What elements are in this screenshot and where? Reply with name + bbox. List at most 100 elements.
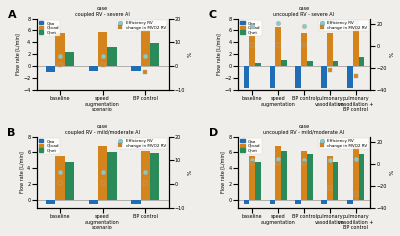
Text: B: B [8,128,16,138]
Point [57,170,63,174]
Bar [255,162,261,200]
Point [100,181,106,185]
Legend: Qao, Qtvad, Qnet: Qao, Qtvad, Qnet [38,20,60,36]
Bar [347,66,353,88]
Title: case
coupled RV - severe AI: case coupled RV - severe AI [75,6,130,17]
Bar [55,156,65,200]
Bar [46,66,55,72]
Point [275,43,281,47]
Bar [249,36,255,66]
Bar [333,61,338,66]
Point [275,157,281,160]
Bar [65,162,74,200]
Bar [327,156,333,200]
Bar [107,47,117,66]
Bar [131,200,140,204]
Bar [107,152,117,200]
Point [301,161,307,165]
Point [249,43,255,47]
Bar [353,27,359,66]
Point [57,181,63,185]
Bar [270,66,275,88]
Bar [275,146,281,200]
Point [249,161,255,165]
Point [352,193,359,196]
Point [275,161,281,165]
Point [301,158,307,162]
Point [301,43,307,47]
Point [352,20,359,24]
Y-axis label: %: % [188,169,193,175]
Point [352,157,359,161]
Point [301,24,307,28]
Text: D: D [209,128,218,138]
Point [142,70,148,74]
Point [249,158,255,162]
Y-axis label: Flow rate [L/min]: Flow rate [L/min] [217,33,222,75]
Y-axis label: %: % [188,51,193,57]
Bar [65,52,74,66]
Bar [296,200,301,204]
Bar [301,151,307,200]
Point [142,170,148,174]
Bar [327,33,333,66]
Bar [281,151,287,200]
Bar [244,200,249,204]
Legend: Qao, Qtvad, Qnet: Qao, Qtvad, Qnet [239,138,262,154]
Point [249,24,255,28]
Point [327,21,333,25]
Bar [347,200,353,204]
Bar [88,200,98,204]
Bar [249,156,255,200]
Point [100,170,106,174]
Bar [98,146,107,200]
Text: C: C [209,10,217,20]
Legend: Qao, Qtvad, Qnet: Qao, Qtvad, Qnet [239,20,262,36]
Bar [140,151,150,200]
Point [142,54,148,58]
Legend: Efficiency RV, change in MVO2 RV: Efficiency RV, change in MVO2 RV [318,138,369,149]
Y-axis label: Flow rate [L/min]: Flow rate [L/min] [221,151,226,193]
Legend: Efficiency RV, change in MVO2 RV: Efficiency RV, change in MVO2 RV [117,138,168,149]
Point [327,68,333,72]
Bar [150,153,159,200]
Point [142,181,148,185]
Bar [244,66,249,88]
Legend: Efficiency RV, change in MVO2 RV: Efficiency RV, change in MVO2 RV [117,20,168,31]
Legend: Efficiency RV, change in MVO2 RV: Efficiency RV, change in MVO2 RV [318,20,369,31]
Bar [150,43,159,66]
Point [100,54,106,58]
Point [100,63,106,67]
Bar [281,60,287,66]
Legend: Qao, Qtvad, Qnet: Qao, Qtvad, Qnet [38,138,60,154]
Y-axis label: Flow rate [L/min]: Flow rate [L/min] [15,33,20,75]
Point [352,75,359,78]
Title: case
uncoupled RV - severe AI: case uncoupled RV - severe AI [274,6,334,17]
Bar [296,66,301,88]
Point [327,158,333,162]
Bar [321,66,327,88]
Point [327,186,333,190]
Y-axis label: Flow rate [L/min]: Flow rate [L/min] [20,151,24,193]
Bar [353,146,359,200]
Title: case
uncoupled RV - mild/moderate AI: case uncoupled RV - mild/moderate AI [263,124,345,135]
Point [57,54,63,58]
Y-axis label: %: % [390,169,394,175]
Bar [359,154,364,200]
Point [57,63,63,67]
Bar [98,32,107,66]
Title: case
coupled RV - mild/moderate AI: case coupled RV - mild/moderate AI [65,124,140,135]
Y-axis label: %: % [390,51,394,57]
Text: A: A [8,10,16,20]
Bar [301,33,307,66]
Bar [88,66,98,71]
Bar [307,61,312,66]
Bar [55,33,65,66]
Point [275,21,281,25]
Bar [275,27,281,66]
Bar [307,154,312,200]
Bar [359,57,364,66]
Bar [255,63,261,66]
Bar [321,200,327,204]
Bar [131,66,140,71]
